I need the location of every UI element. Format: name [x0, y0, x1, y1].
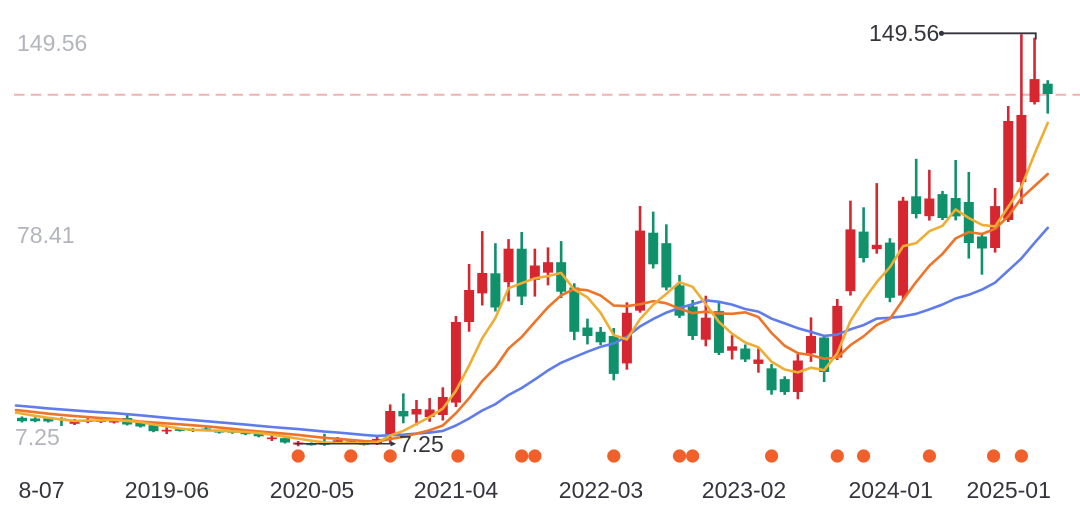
- svg-text:2021-04: 2021-04: [414, 477, 499, 503]
- svg-text:2025-01: 2025-01: [966, 477, 1050, 503]
- svg-text:2019-06: 2019-06: [125, 477, 209, 503]
- svg-text:7.25: 7.25: [15, 424, 60, 450]
- svg-text:7.25: 7.25: [399, 431, 444, 457]
- svg-text:149.56: 149.56: [869, 20, 939, 46]
- svg-text:149.56: 149.56: [17, 30, 87, 56]
- svg-text:8-07: 8-07: [18, 477, 64, 503]
- svg-text:2020-05: 2020-05: [270, 477, 354, 503]
- svg-text:2024-01: 2024-01: [848, 477, 932, 503]
- svg-text:78.41: 78.41: [17, 222, 75, 248]
- svg-text:2022-03: 2022-03: [559, 477, 643, 503]
- svg-text:2023-02: 2023-02: [702, 477, 786, 503]
